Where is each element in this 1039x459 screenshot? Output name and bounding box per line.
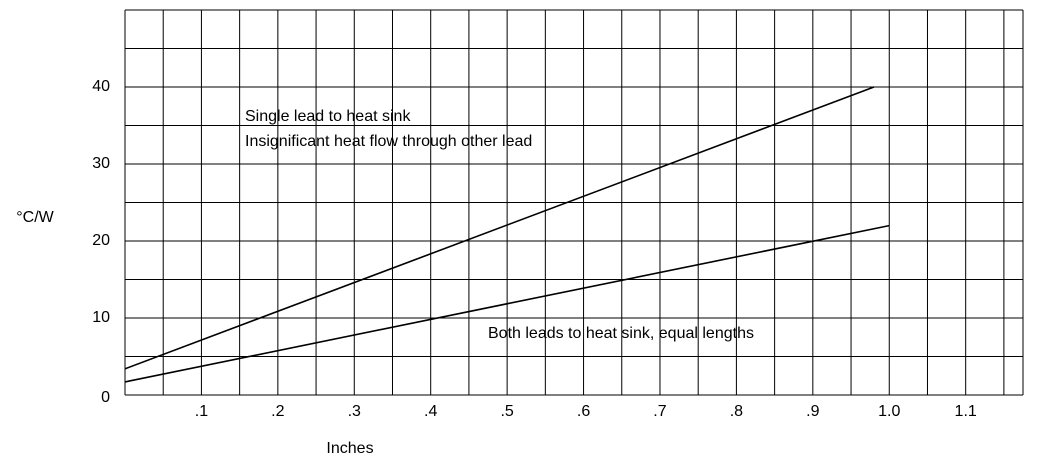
x-tick-label: .2 (271, 403, 284, 420)
y-tick-label: 40 (92, 78, 110, 95)
x-tick-label: .8 (730, 403, 743, 420)
y-tick-label: 20 (92, 232, 110, 249)
x-tick-label: .9 (806, 403, 819, 420)
data-line (124, 86, 875, 370)
y-tick-label: 30 (92, 155, 110, 172)
x-tick-label: .7 (653, 403, 666, 420)
x-tick-label: 1.1 (955, 403, 977, 420)
y-axis-label: °C/W (16, 209, 54, 226)
annotation: Single lead to heat sink (245, 108, 411, 125)
y-tick-label: 0 (101, 389, 110, 406)
x-axis-label: Inches (326, 440, 373, 457)
x-tick-label: .5 (500, 403, 513, 420)
x-tick-label: .6 (577, 403, 590, 420)
x-tick-label: .1 (195, 403, 208, 420)
annotation: Insignificant heat flow through other le… (245, 133, 532, 150)
y-tick-label: 10 (92, 309, 110, 326)
x-tick-label: .3 (348, 403, 361, 420)
x-tick-label: .4 (424, 403, 437, 420)
x-tick-label: 1.0 (878, 403, 900, 420)
annotation: Both leads to heat sink, equal lengths (488, 325, 754, 342)
data-line (124, 224, 890, 383)
